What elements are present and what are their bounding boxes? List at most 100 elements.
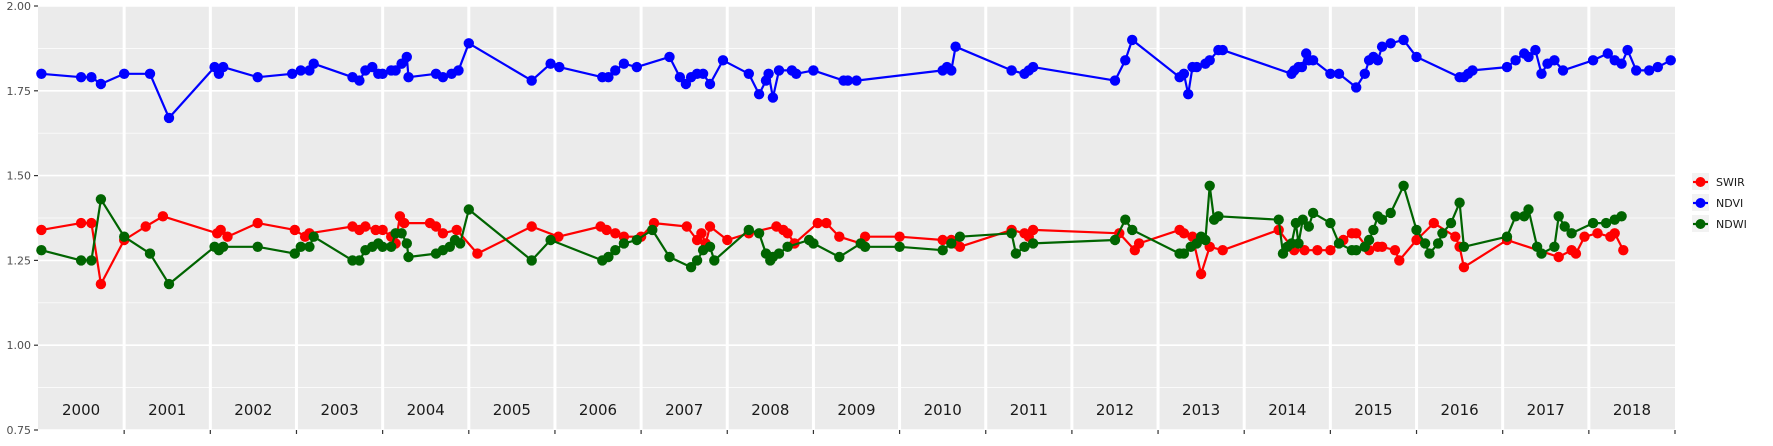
data-point [1385,207,1396,219]
data-point [1536,68,1547,80]
data-point [894,241,905,252]
data-point [1553,251,1564,263]
data-point [1120,214,1131,225]
data-point [1312,245,1323,256]
data-point [950,41,961,52]
data-point [119,68,130,80]
data-point [1467,65,1478,76]
y-tick-label: 1.50 [7,170,32,183]
data-point [851,75,862,86]
data-point [1333,238,1345,249]
legend-label: NDVI [1716,197,1743,210]
data-point [1127,224,1138,236]
legend-key-point [1695,177,1706,187]
data-point [86,255,97,266]
data-point [1127,34,1138,46]
data-point [1006,65,1017,76]
data-point [618,58,630,69]
data-point [1325,245,1336,256]
data-point [773,65,785,76]
data-point [1411,234,1422,246]
y-tick-label: 1.75 [7,85,32,98]
data-point [946,65,957,76]
data-point [403,251,414,263]
data-point [526,255,537,266]
data-point [664,51,675,63]
data-point [1501,231,1513,242]
data-point [95,78,107,90]
data-point [691,255,703,266]
data-point [763,68,774,80]
data-point [1602,48,1614,59]
data-point [1204,55,1215,66]
data-point [808,65,819,76]
data-point [1359,68,1371,80]
data-point [144,68,156,80]
data-point [753,228,765,239]
data-point [1616,211,1627,222]
x-axis-ticks [123,430,1676,434]
grid-lines [38,5,1675,431]
year-label: 2005 [493,401,531,419]
data-point [681,221,692,232]
data-point [545,58,556,69]
data-point [451,224,462,236]
data-point [812,217,823,229]
data-point [1178,228,1190,239]
y-axis: 0.75 1.00 1.25 1.50 1.75 2.00 [7,0,38,437]
data-point [401,238,412,249]
series-ndvi [36,34,1676,124]
data-point [95,194,107,205]
data-point [1592,228,1603,239]
data-point [526,75,537,86]
data-point [946,238,957,249]
data-point [304,241,315,252]
legend-item-swir: SWIR [1692,173,1745,190]
data-point [954,231,966,242]
data-point [834,231,845,242]
data-point [1385,38,1396,49]
data-point [704,241,716,252]
data-point [289,224,300,236]
data-point [1622,44,1633,56]
data-point [75,217,87,229]
data-point [1501,61,1513,73]
data-point [1178,248,1190,259]
data-point [1293,238,1304,249]
data-point [36,68,47,80]
data-point [601,224,612,236]
data-point [603,251,614,263]
data-point [821,217,832,229]
legend-label: SWIR [1716,176,1745,189]
data-point [1587,217,1599,229]
data-point [1333,68,1345,80]
data-point [834,251,845,263]
data-point [463,38,474,49]
data-point [631,234,642,246]
data-point [526,221,537,232]
data-point [859,241,871,252]
data-point [218,61,229,73]
data-point [1579,231,1590,242]
data-point [119,231,130,242]
data-point [1376,41,1388,52]
data-point [1424,248,1435,259]
data-point [685,262,697,273]
data-point [631,61,642,73]
data-point [1109,234,1121,246]
data-point [1616,58,1627,69]
data-point [437,72,449,83]
data-point [1363,234,1375,246]
data-point [163,278,175,290]
data-point [144,248,156,259]
data-point [377,241,388,252]
data-point [1566,228,1577,239]
data-point [1027,61,1039,73]
data-point [1120,55,1131,66]
data-point [791,68,802,80]
data-point [610,228,621,239]
data-point [1325,68,1336,80]
year-label: 2016 [1441,401,1479,419]
year-labels: 2000 2001 2002 2003 2004 2005 2006 2007 2008 2009… [62,401,1651,419]
year-label: 2004 [407,401,445,419]
